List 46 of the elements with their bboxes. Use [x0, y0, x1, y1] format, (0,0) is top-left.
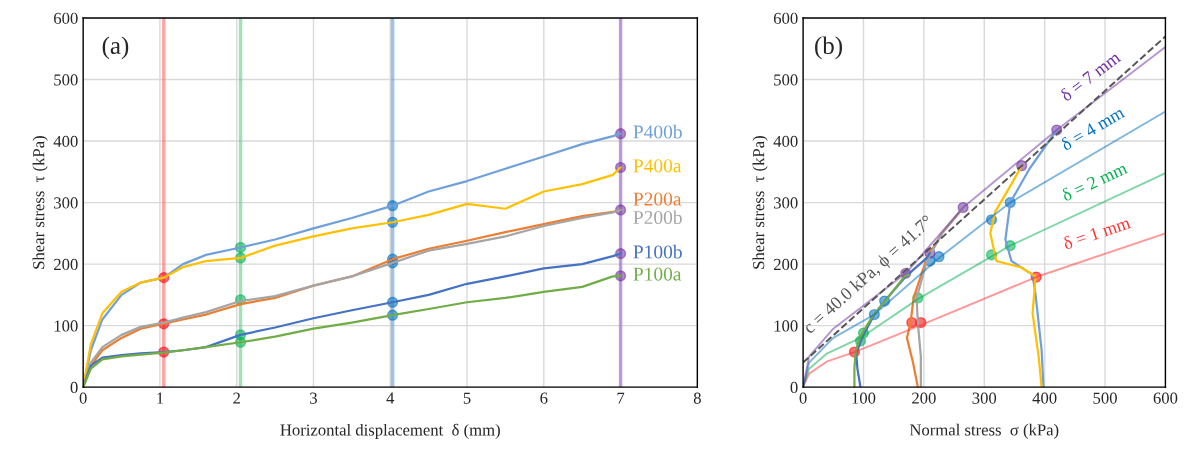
y-tick-label: 400 — [773, 135, 798, 148]
y-tick-label: 300 — [54, 197, 78, 209]
x-tick-label: 200 — [912, 392, 936, 404]
x-tick-label: 4 — [386, 392, 395, 404]
x-tick-label: 5 — [463, 392, 471, 404]
text: δ = 4 mm — [1059, 105, 1126, 151]
y-tick-label: 200 — [54, 258, 78, 271]
x-tick-label: 6 — [540, 392, 548, 404]
y-tick-label: 500 — [774, 74, 798, 86]
series-label: P200a — [633, 192, 682, 206]
x-axis-title: Normal stress σ (kPa) — [909, 423, 1059, 439]
x-tick-label: 0 — [799, 392, 807, 404]
text: δ = 2 mm — [1060, 161, 1129, 202]
series-label: P200b — [633, 210, 682, 225]
y-tick-label: 300 — [774, 197, 798, 209]
x-tick-label: 100 — [852, 392, 876, 404]
x-axis-title: Horizontal displacement δ (mm) — [280, 423, 500, 439]
x-tick-label: 600 — [1153, 392, 1178, 404]
annotation: (a) — [102, 36, 129, 60]
series-label: P100a — [633, 267, 682, 281]
y-axis-title: Shear stress τ (kPa) — [752, 136, 768, 269]
y-tick-label: 100 — [774, 320, 798, 332]
y-tick-label: 0 — [70, 381, 78, 394]
x-tick-label: 500 — [1093, 392, 1117, 404]
series-label: P100b — [633, 244, 682, 259]
x-tick-label: 2 — [233, 392, 240, 404]
x-tick-label: 3 — [310, 392, 317, 404]
x-tick-label: 7 — [617, 392, 625, 404]
annotation: (b) — [815, 36, 843, 60]
x-tick-label: 300 — [972, 392, 997, 404]
series-label: P400a — [633, 159, 682, 173]
text: δ = 7 mm — [1059, 50, 1122, 102]
y-tick-label: 0 — [790, 381, 798, 394]
x-tick-label: 8 — [693, 392, 701, 404]
y-tick-label: 600 — [773, 12, 798, 24]
series-label: P400b — [633, 124, 682, 139]
y-tick-label: 400 — [53, 135, 78, 148]
y-tick-label: 500 — [54, 74, 78, 86]
y-axis-title: Shear stress τ (kPa) — [32, 136, 48, 269]
y-tick-label: 200 — [773, 258, 798, 271]
text: δ = 1 mm — [1062, 215, 1132, 250]
x-tick-label: 0 — [79, 392, 87, 404]
x-tick-label: 400 — [1032, 392, 1057, 404]
y-tick-label: 600 — [54, 12, 78, 24]
y-tick-label: 100 — [54, 320, 78, 332]
x-tick-label: 1 — [157, 392, 164, 404]
